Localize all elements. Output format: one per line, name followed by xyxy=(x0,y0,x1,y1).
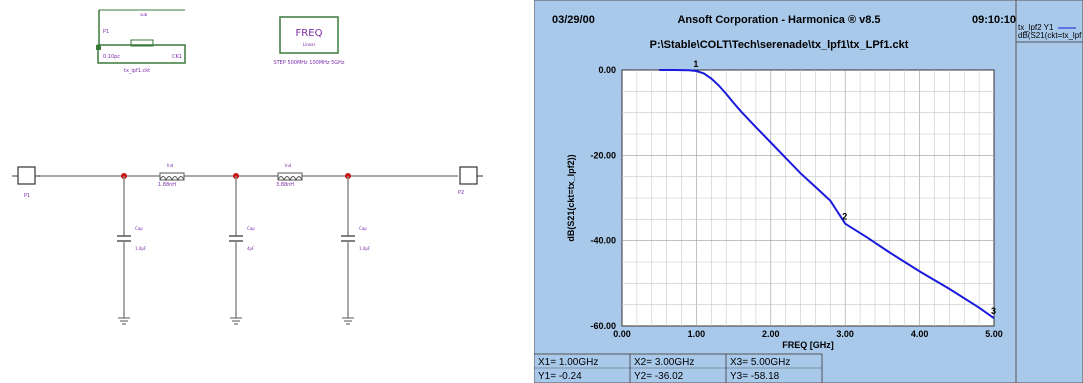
shunt-branch-2[interactable]: Cap 4pF xyxy=(229,173,255,325)
y-axis-label: dB(S21(ckt=tx_lpf2)) xyxy=(566,154,576,241)
inductor-1-value: 1.88nH xyxy=(158,182,176,188)
cap-3-value: 1.0pF xyxy=(359,246,371,251)
tick-labels: 0.00 1.00 2.00 3.00 4.00 5.00 0.00 -20.00 -40.00… xyxy=(590,65,1002,339)
readout-y1: Y1= -0.24 xyxy=(538,371,582,382)
inductor-2[interactable]: Ind 3.88nH xyxy=(276,163,303,188)
subckt-name: tx_lpf1.ckt xyxy=(124,68,150,74)
port-p2[interactable]: P2 xyxy=(458,166,483,196)
plot-time: 09:10:10 xyxy=(972,14,1016,26)
x-tick-label: 4.00 xyxy=(911,329,929,339)
cap-2-name: Cap xyxy=(247,226,255,231)
inductor-2-value: 3.88nH xyxy=(276,182,294,188)
x-tick-label: 5.00 xyxy=(985,329,1003,339)
x-tick-label: 2.00 xyxy=(762,329,780,339)
readout-x2: X2= 3.00GHz xyxy=(634,357,694,368)
subckt-left-label: 0.10pc xyxy=(103,54,120,60)
plot-title: Ansoft Corporation - Harmonica ® v8.5 xyxy=(677,14,880,26)
x-tick-label: 3.00 xyxy=(836,329,854,339)
readout-y3: Y3= -58.18 xyxy=(730,371,780,382)
freq-block[interactable]: FREQ Linear STEP 500MHz 100MHz 5GHz xyxy=(273,16,345,66)
x-tick-label: 1.00 xyxy=(688,329,706,339)
grid xyxy=(622,70,994,326)
x-axis-label: FREQ [GHz] xyxy=(782,340,834,350)
plot-date: 03/29/00 xyxy=(552,14,595,26)
port-p1[interactable]: P1 xyxy=(12,166,40,199)
markers: 1 2 3 xyxy=(693,59,996,316)
y-tick-label: -60.00 xyxy=(590,321,616,331)
inductor-1-name: Ind xyxy=(167,163,174,168)
inductor-1[interactable]: Ind 1.88nH xyxy=(158,163,185,188)
marker-readout-table: X1= 1.00GHz Y1= -0.24 X2= 3.00GHz Y2= -3… xyxy=(534,353,823,383)
marker-label-1: 1 xyxy=(693,59,698,69)
port-p1-label: P1 xyxy=(24,193,30,199)
y-tick-label: -20.00 xyxy=(590,150,616,160)
plot-path: P:\Stable\COLT\Tech\serenade\tx_lpf1\tx_… xyxy=(650,39,909,51)
svg-text:P1: P1 xyxy=(103,29,109,35)
y-tick-label: -40.00 xyxy=(590,236,616,246)
x-tick-label: 0.00 xyxy=(613,329,631,339)
cap-2-value: 4pF xyxy=(247,246,255,251)
shunt-branch-3[interactable]: Cap 1.0pF xyxy=(341,173,371,325)
cap-1-value: 1.0pF xyxy=(135,246,147,251)
s21-trace[interactable] xyxy=(659,69,995,320)
schematic-diagram: sub P1 0.10pc CK1 tx_lpf1.ckt FREQ Linea… xyxy=(12,9,483,325)
readout-x1: X1= 1.00GHz xyxy=(538,357,598,368)
cap-1-name: Cap xyxy=(135,226,143,231)
subcircuit-block[interactable]: sub P1 0.10pc CK1 tx_lpf1.ckt xyxy=(96,9,186,74)
freq-subtitle: Linear xyxy=(303,42,316,47)
readout-y2: Y2= -36.02 xyxy=(634,371,684,382)
plot-window: 03/29/00 Ansoft Corporation - Harmonica … xyxy=(534,0,1083,383)
svg-text:sub: sub xyxy=(140,12,148,17)
plot-legend[interactable]: tx_lpf2 Y1 dB(S21(ckt=tx_lpf xyxy=(1018,23,1082,40)
subckt-right-label: CK1 xyxy=(172,54,182,60)
marker-label-2: 2 xyxy=(842,212,847,222)
legend-line-1: tx_lpf2 Y1 xyxy=(1018,23,1054,32)
y-tick-label: 0.00 xyxy=(598,65,616,75)
cap-3-name: Cap xyxy=(359,226,367,231)
readout-x3: X3= 5.00GHz xyxy=(730,357,790,368)
marker-label-3: 3 xyxy=(991,306,996,316)
freq-spec: STEP 500MHz 100MHz 5GHz xyxy=(273,60,344,66)
legend-line-2: dB(S21(ckt=tx_lpf xyxy=(1018,31,1082,40)
shunt-branch-1[interactable]: Cap 1.0pF xyxy=(117,173,147,325)
inductor-2-name: Ind xyxy=(285,163,292,168)
freq-title: FREQ xyxy=(296,28,323,39)
port-p2-label: P2 xyxy=(458,190,464,196)
